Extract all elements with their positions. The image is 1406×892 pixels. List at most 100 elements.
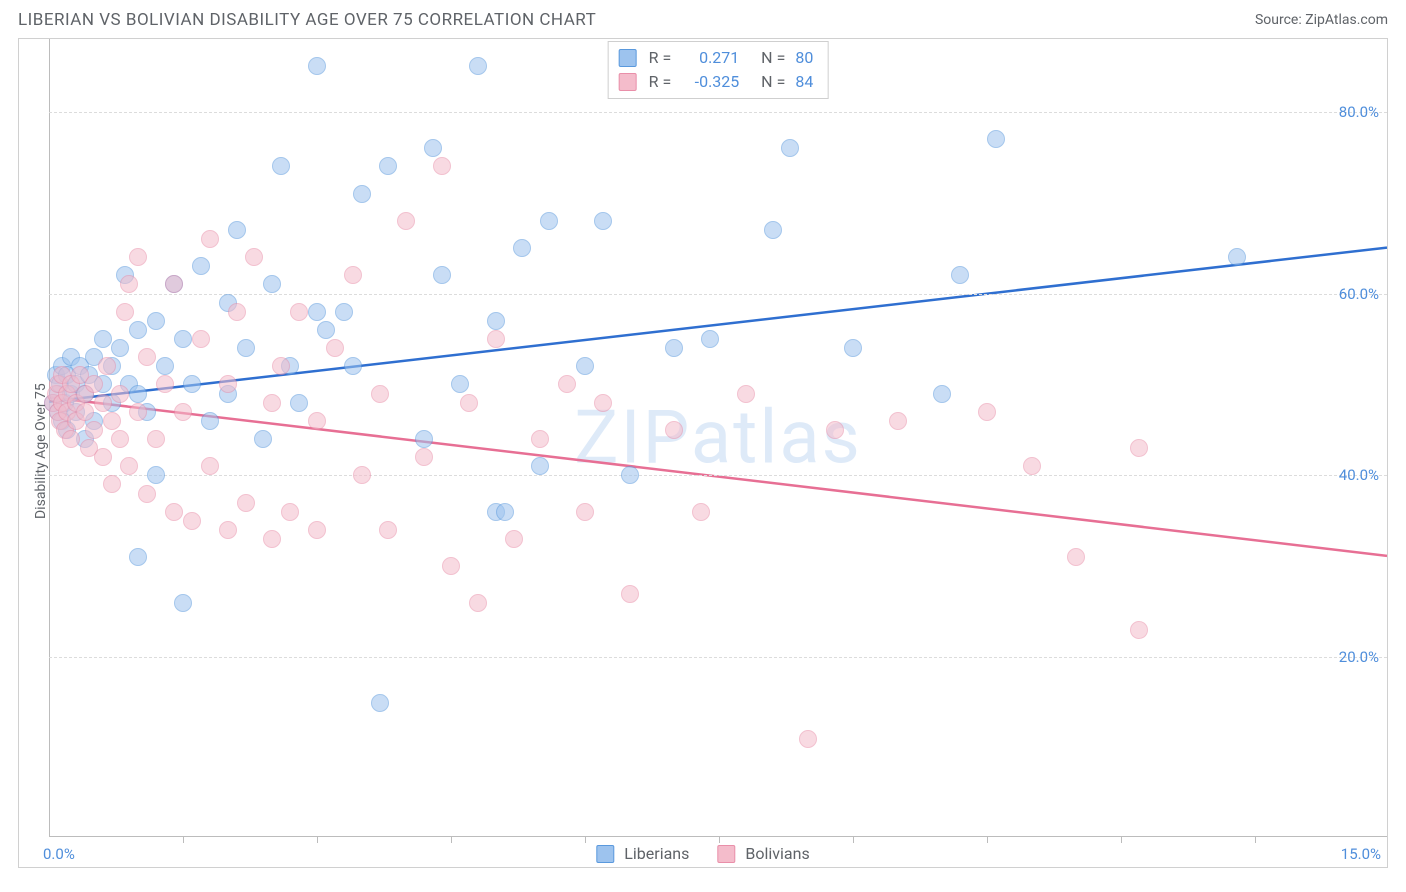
scatter-point xyxy=(379,157,397,175)
r-label: R = xyxy=(649,70,672,94)
scatter-point xyxy=(1130,621,1148,639)
gridline xyxy=(49,657,1387,658)
x-min-label: 0.0% xyxy=(43,845,75,863)
scatter-point xyxy=(165,503,183,521)
scatter-point xyxy=(1228,248,1246,266)
legend: LiberiansBolivians xyxy=(596,844,809,863)
scatter-point xyxy=(415,430,433,448)
scatter-point xyxy=(531,430,549,448)
scatter-point xyxy=(433,266,451,284)
scatter-point xyxy=(201,230,219,248)
scatter-point xyxy=(1023,457,1041,475)
y-tick-label: 20.0% xyxy=(1339,648,1379,666)
legend-label: Bolivians xyxy=(745,844,809,863)
scatter-point xyxy=(165,275,183,293)
scatter-point xyxy=(174,330,192,348)
scatter-point xyxy=(513,239,531,257)
scatter-point xyxy=(147,312,165,330)
legend-item: Bolivians xyxy=(717,844,809,863)
scatter-point xyxy=(263,275,281,293)
x-tick xyxy=(1121,837,1122,843)
scatter-point xyxy=(85,421,103,439)
scatter-point xyxy=(531,457,549,475)
scatter-point xyxy=(94,394,112,412)
scatter-point xyxy=(111,385,129,403)
x-tick xyxy=(719,837,720,843)
trend-line xyxy=(49,248,1387,402)
scatter-point xyxy=(174,403,192,421)
scatter-point xyxy=(692,503,710,521)
scatter-point xyxy=(487,312,505,330)
scatter-point xyxy=(120,457,138,475)
scatter-point xyxy=(103,475,121,493)
n-value: 80 xyxy=(795,46,813,70)
scatter-point xyxy=(781,139,799,157)
scatter-point xyxy=(1130,439,1148,457)
scatter-point xyxy=(201,457,219,475)
scatter-point xyxy=(594,394,612,412)
chart-header: LIBERIAN VS BOLIVIAN DISABILITY AGE OVER… xyxy=(0,0,1406,38)
scatter-point xyxy=(290,303,308,321)
scatter-point xyxy=(228,221,246,239)
r-value: 0.271 xyxy=(681,46,739,70)
scatter-point xyxy=(379,521,397,539)
scatter-point xyxy=(219,521,237,539)
scatter-point xyxy=(228,303,246,321)
scatter-point xyxy=(558,375,576,393)
scatter-point xyxy=(138,348,156,366)
x-tick xyxy=(585,837,586,843)
x-tick xyxy=(1255,837,1256,843)
scatter-point xyxy=(433,157,451,175)
scatter-point xyxy=(505,530,523,548)
scatter-point xyxy=(129,321,147,339)
scatter-point xyxy=(415,448,433,466)
scatter-point xyxy=(469,594,487,612)
chart-container: ZIPatlas R = 0.271 N = 80R =-0.325 N =84 2… xyxy=(18,38,1388,868)
scatter-point xyxy=(442,557,460,575)
scatter-point xyxy=(764,221,782,239)
chart-source: Source: ZipAtlas.com xyxy=(1255,12,1388,28)
watermark: ZIPatlas xyxy=(574,395,862,482)
scatter-point xyxy=(62,430,80,448)
scatter-point xyxy=(978,403,996,421)
scatter-point xyxy=(281,503,299,521)
scatter-point xyxy=(326,339,344,357)
scatter-point xyxy=(1067,548,1085,566)
scatter-point xyxy=(951,266,969,284)
scatter-point xyxy=(933,385,951,403)
x-tick xyxy=(183,837,184,843)
scatter-point xyxy=(469,57,487,75)
scatter-point xyxy=(308,303,326,321)
scatter-point xyxy=(254,430,272,448)
scatter-point xyxy=(129,385,147,403)
scatter-point xyxy=(496,503,514,521)
stats-row: R =-0.325 N =84 xyxy=(619,70,814,94)
x-tick xyxy=(987,837,988,843)
scatter-point xyxy=(147,430,165,448)
scatter-point xyxy=(94,330,112,348)
scatter-point xyxy=(192,330,210,348)
scatter-point xyxy=(397,212,415,230)
scatter-point xyxy=(576,503,594,521)
scatter-point xyxy=(371,385,389,403)
scatter-point xyxy=(156,357,174,375)
scatter-point xyxy=(353,185,371,203)
y-tick-label: 60.0% xyxy=(1339,285,1379,303)
scatter-point xyxy=(272,357,290,375)
scatter-point xyxy=(183,512,201,530)
scatter-point xyxy=(889,412,907,430)
scatter-point xyxy=(290,394,308,412)
scatter-point xyxy=(129,548,147,566)
scatter-point xyxy=(799,730,817,748)
series-swatch xyxy=(619,73,637,91)
scatter-point xyxy=(844,339,862,357)
scatter-point xyxy=(987,130,1005,148)
scatter-point xyxy=(245,248,263,266)
scatter-point xyxy=(129,248,147,266)
scatter-point xyxy=(621,466,639,484)
n-label: N = xyxy=(749,70,785,94)
scatter-point xyxy=(111,339,129,357)
scatter-point xyxy=(335,303,353,321)
x-tick xyxy=(853,837,854,843)
scatter-point xyxy=(353,466,371,484)
